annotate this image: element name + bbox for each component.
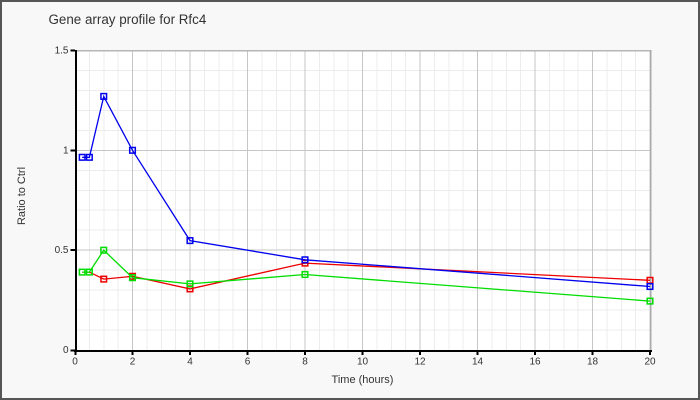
svg-text:4: 4: [187, 357, 193, 368]
svg-text:8: 8: [302, 357, 308, 368]
svg-text:1.5: 1.5: [55, 45, 69, 56]
svg-text:0: 0: [72, 357, 78, 368]
svg-text:Gene array profile for Rfc4: Gene array profile for Rfc4: [49, 12, 207, 27]
svg-text:20: 20: [644, 357, 656, 368]
svg-text:1: 1: [63, 145, 69, 156]
svg-text:Time (hours): Time (hours): [332, 374, 394, 386]
svg-text:10: 10: [357, 357, 369, 368]
svg-text:Ratio to Ctrl: Ratio to Ctrl: [16, 167, 28, 225]
svg-text:14: 14: [472, 357, 484, 368]
svg-text:2: 2: [130, 357, 136, 368]
svg-text:6: 6: [245, 357, 251, 368]
svg-text:0.5: 0.5: [55, 245, 69, 256]
svg-text:16: 16: [529, 357, 541, 368]
svg-text:18: 18: [587, 357, 599, 368]
svg-text:0: 0: [63, 345, 69, 356]
svg-text:12: 12: [414, 357, 426, 368]
